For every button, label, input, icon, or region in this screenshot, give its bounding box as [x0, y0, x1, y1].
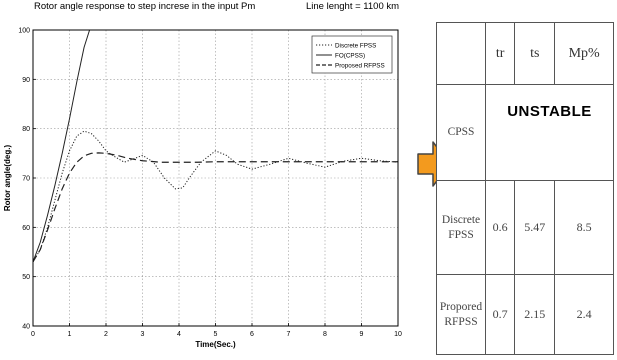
x-tick-label: 1: [68, 331, 72, 338]
cell-mp: 8.5: [554, 180, 614, 275]
y-tick-label: 90: [22, 77, 30, 84]
x-tick-label: 8: [323, 331, 327, 338]
table-row: Discrete FPSS 0.6 5.47 8.5: [436, 180, 614, 275]
x-tick-label: 4: [177, 331, 181, 338]
y-tick-label: 100: [18, 28, 30, 35]
plot-title: Rotor angle response to step increse in …: [34, 1, 256, 12]
rotor-angle-plot: 0 1 2 3 4 5 6 7 8 9 10 40 50 60 70 80 90 100 Time(Sec.) Rot…: [3, 28, 402, 350]
table-header-row: tr ts Mp%: [436, 22, 614, 85]
row-label-line: Propored: [439, 300, 483, 313]
table-corner-cell: [436, 22, 486, 85]
series-line-2: [33, 152, 398, 263]
cell-ts: 2.15: [514, 274, 556, 355]
cell-tr: 0.6: [484, 180, 516, 275]
x-tick-label: 6: [250, 331, 254, 338]
table-row: Propored RFPSS 0.7 2.15 2.4: [436, 274, 614, 355]
x-tick-label: 10: [394, 331, 402, 338]
header-tr: tr: [484, 22, 516, 85]
row-label-line: Discrete: [441, 213, 481, 226]
series-line-0: [33, 130, 398, 263]
y-axis-label: Rotor angle(deg.): [3, 145, 12, 212]
header-mp: Mp%: [554, 22, 614, 85]
cell-mp: 2.4: [554, 274, 614, 355]
row-label-cpss: CPSS: [436, 84, 486, 181]
y-tick-label: 60: [22, 225, 30, 232]
y-tick-label: 40: [22, 324, 30, 331]
unstable-cell: UNSTABLE: [485, 84, 614, 181]
x-tick-label: 5: [214, 331, 218, 338]
y-tick-label: 50: [22, 274, 30, 281]
plot-canvas: 0 1 2 3 4 5 6 7 8 9 10 40 50 60 70 80 90 100 Time(Sec.) Rot…: [3, 28, 402, 350]
header-ts: ts: [514, 22, 556, 85]
table-row: CPSS UNSTABLE: [436, 84, 614, 181]
x-tick-label: 9: [360, 331, 364, 338]
row-label-rfpss: Propored RFPSS: [436, 274, 486, 355]
x-axis-label: Time(Sec.): [195, 340, 236, 349]
legend-label: FO(CPSS): [335, 53, 365, 60]
x-tick-label: 3: [141, 331, 145, 338]
legend-label: Proposed RFPSS: [335, 63, 385, 70]
row-label-line: FPSS: [448, 228, 474, 241]
y-tick-label: 80: [22, 126, 30, 133]
x-tick-label: 2: [104, 331, 108, 338]
x-tick-label: 0: [31, 331, 35, 338]
plot-subtitle: Line lenght = 1100 km: [306, 1, 400, 12]
legend-label: Discrete FPSS: [335, 43, 376, 50]
row-label-discrete-fpss: Discrete FPSS: [436, 180, 486, 275]
cell-tr: 0.7: [484, 274, 516, 355]
row-label-line: RFPSS: [444, 315, 478, 328]
series-line-1: [33, 30, 91, 263]
cell-ts: 5.47: [514, 180, 556, 275]
x-tick-label: 7: [287, 331, 291, 338]
results-table: tr ts Mp% CPSS UNSTABLE Discrete FPSS 0.…: [436, 22, 614, 355]
y-tick-label: 70: [22, 176, 30, 183]
